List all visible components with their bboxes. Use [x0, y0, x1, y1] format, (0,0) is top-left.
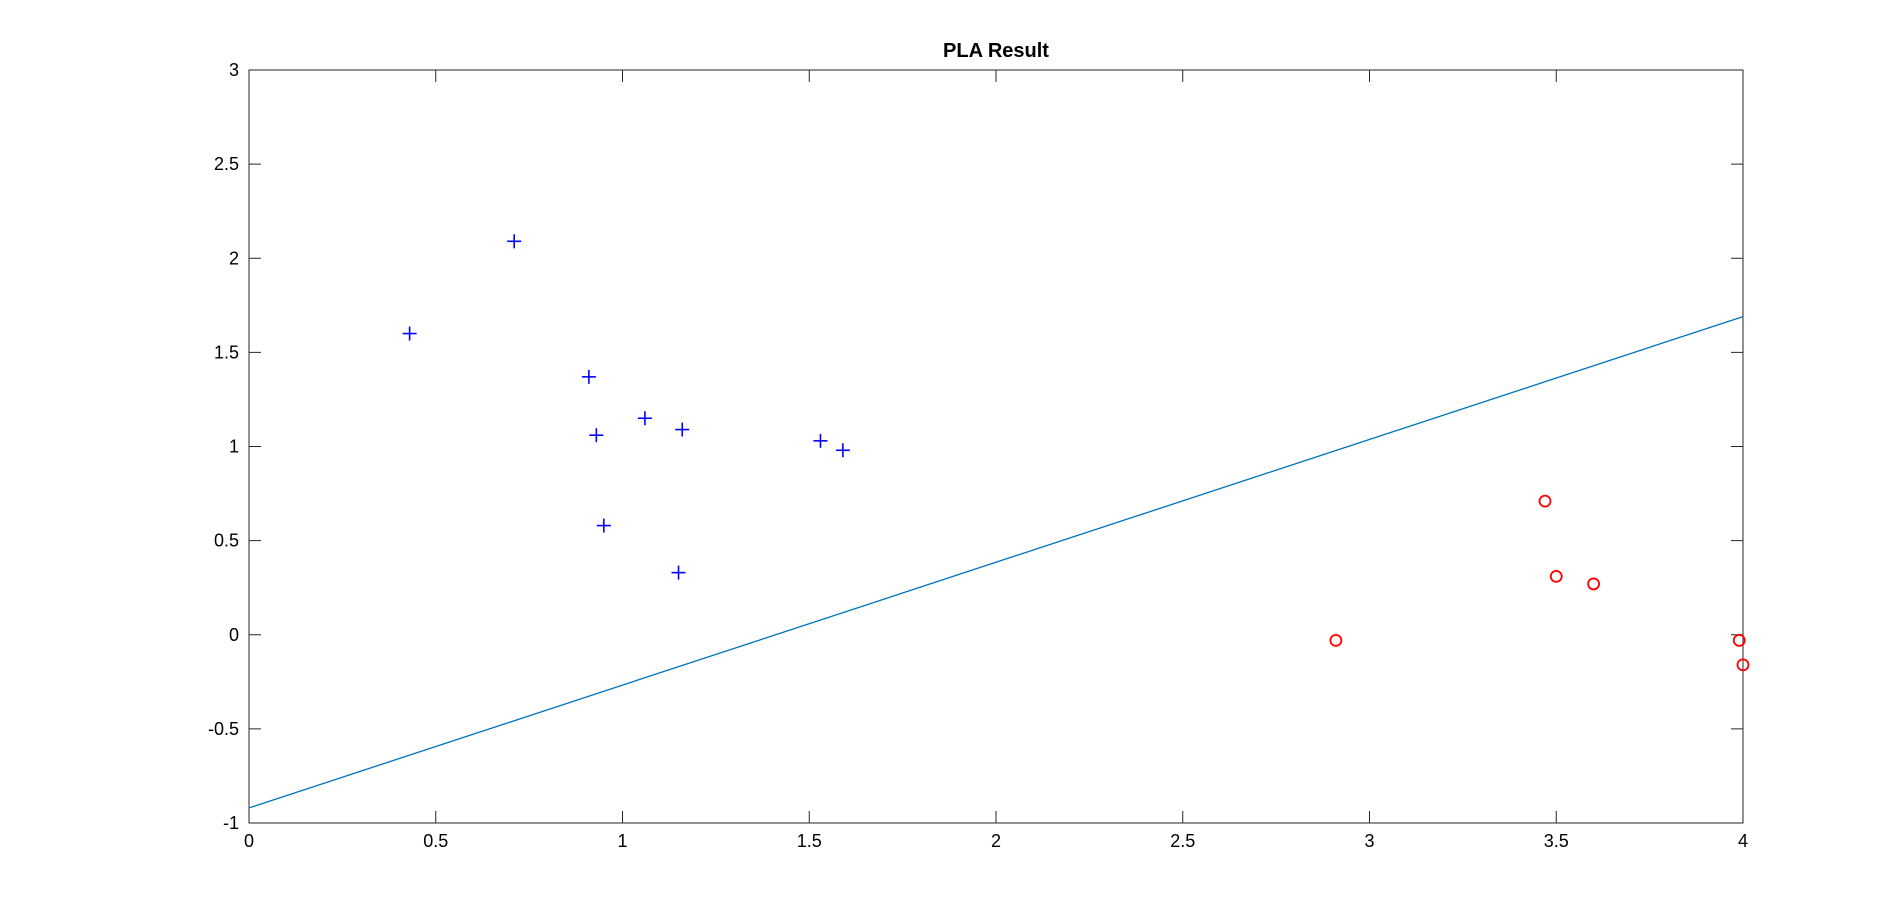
- y-tick-label: 1: [229, 437, 239, 457]
- circle-point: [1329, 633, 1343, 647]
- plot-area-box: [248, 69, 1744, 824]
- y-tick-label: -0.5: [208, 719, 239, 739]
- circle-point: [1732, 633, 1746, 647]
- x-tick-label: 1.5: [797, 831, 822, 851]
- circle-point: [1587, 577, 1600, 591]
- circle-point: [1549, 569, 1563, 583]
- chart-title: PLA Result: [943, 40, 1049, 62]
- decision-boundary-line: [248, 315, 1744, 809]
- y-tick-label: -1: [223, 813, 239, 833]
- plus-point: [402, 326, 417, 341]
- x-tick-label: 0.5: [423, 831, 448, 851]
- x-tick-label: 3: [1364, 831, 1374, 851]
- y-tick-label: 0: [229, 625, 239, 645]
- plus-point: [637, 411, 652, 426]
- x-tick-label: 0: [244, 831, 254, 851]
- plus-point: [675, 422, 690, 437]
- x-tick-label: 2: [991, 831, 1001, 851]
- plus-point: [581, 369, 596, 384]
- y-tick-label: 0.5: [214, 531, 239, 551]
- circle-point: [1538, 494, 1552, 508]
- y-tick-label: 3: [229, 60, 239, 80]
- plus-point: [813, 433, 828, 448]
- circle-point: [1736, 658, 1750, 672]
- x-tick-label: 2.5: [1170, 831, 1195, 851]
- y-tick-label: 2.5: [214, 154, 239, 174]
- y-tick-label: 2: [229, 248, 239, 268]
- plus-point: [589, 428, 604, 443]
- x-tick-label: 4: [1738, 831, 1748, 851]
- plus-point: [596, 518, 611, 533]
- x-tick-label: 3.5: [1544, 831, 1569, 851]
- plus-point: [671, 565, 686, 580]
- y-tick-label: 1.5: [214, 342, 239, 362]
- x-tick-label: 1: [617, 831, 627, 851]
- plus-point: [507, 234, 522, 249]
- plus-point: [835, 443, 850, 458]
